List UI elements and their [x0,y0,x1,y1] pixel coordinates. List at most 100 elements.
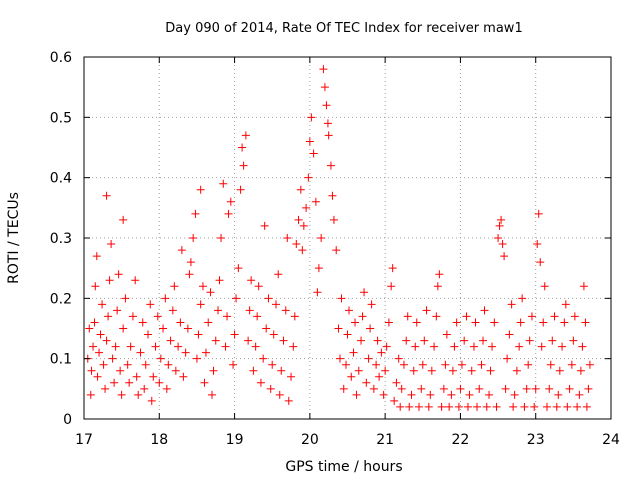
data-point [550,312,559,321]
data-point [329,215,338,224]
data-point [525,336,534,345]
data-point [354,366,363,375]
data-point [545,384,554,393]
data-point [214,306,223,315]
data-point [232,294,241,303]
data-point [546,360,555,369]
data-point [448,366,457,375]
data-point [174,342,183,351]
data-point [510,390,519,399]
data-point [422,306,431,315]
data-point [305,137,314,146]
data-point [311,197,320,206]
data-point [200,378,209,387]
data-point [192,354,201,363]
data-point [576,366,585,375]
data-point [552,402,561,411]
data-point [418,360,427,369]
data-point [472,402,481,411]
data-point [467,366,476,375]
data-point [445,402,454,411]
data-point [266,384,275,393]
data-point [279,336,288,345]
data-point [126,342,135,351]
data-point [290,312,299,321]
data-point [524,360,533,369]
data-point [575,390,584,399]
data-point [251,342,260,351]
data-point [463,402,472,411]
data-point [497,215,506,224]
data-point [93,372,102,381]
data-point [437,402,446,411]
data-point [170,282,179,291]
data-point [268,360,277,369]
data-point [181,348,190,357]
data-point [475,384,484,393]
data-point [143,330,152,339]
data-point [87,366,96,375]
data-point [387,282,396,291]
data-point [119,324,128,333]
data-point [460,336,469,345]
data-point [486,366,495,375]
data-point [516,318,525,327]
x-tick-label: 21 [376,432,394,448]
data-point [96,330,105,339]
data-point [239,161,248,170]
data-point [191,209,200,218]
data-point [518,294,527,303]
grid [84,57,611,419]
data-point [492,402,501,411]
data-point [284,396,293,405]
data-point [509,402,518,411]
data-point [530,402,539,411]
data-point [432,312,441,321]
data-point [244,336,253,345]
data-point [131,276,140,285]
data-point [533,240,542,249]
data-point [420,336,429,345]
data-point [403,312,412,321]
data-point [85,324,94,333]
data-point [183,324,192,333]
data-point [168,306,177,315]
data-point [234,264,243,273]
data-point [176,318,185,327]
data-point [379,390,388,399]
data-point [537,342,546,351]
data-point [345,306,354,315]
data-point [554,390,563,399]
data-point [189,234,198,242]
data-point [294,215,303,224]
data-point [217,234,226,242]
data-point [465,390,474,399]
data-point [99,360,108,369]
data-point [249,366,258,375]
data-point [90,318,99,327]
data-point [357,336,366,345]
data-point [373,336,382,345]
data-point [107,240,116,249]
data-point [113,306,122,315]
data-point [128,312,137,321]
data-point [364,354,373,363]
data-point [430,342,439,351]
data-point [352,390,361,399]
x-tick-label: 19 [226,432,244,448]
x-tick-label: 22 [452,432,470,448]
data-point [375,372,384,381]
data-point [320,83,329,92]
data-point [377,348,386,357]
data-point [229,360,238,369]
data-point [569,336,578,345]
data-point [539,318,548,327]
data-point [570,312,579,321]
data-point [399,360,408,369]
data-point [119,215,128,224]
data-point [326,161,335,170]
data-point [141,360,150,369]
data-point [136,348,145,357]
data-point [159,324,168,333]
data-point [91,282,100,291]
